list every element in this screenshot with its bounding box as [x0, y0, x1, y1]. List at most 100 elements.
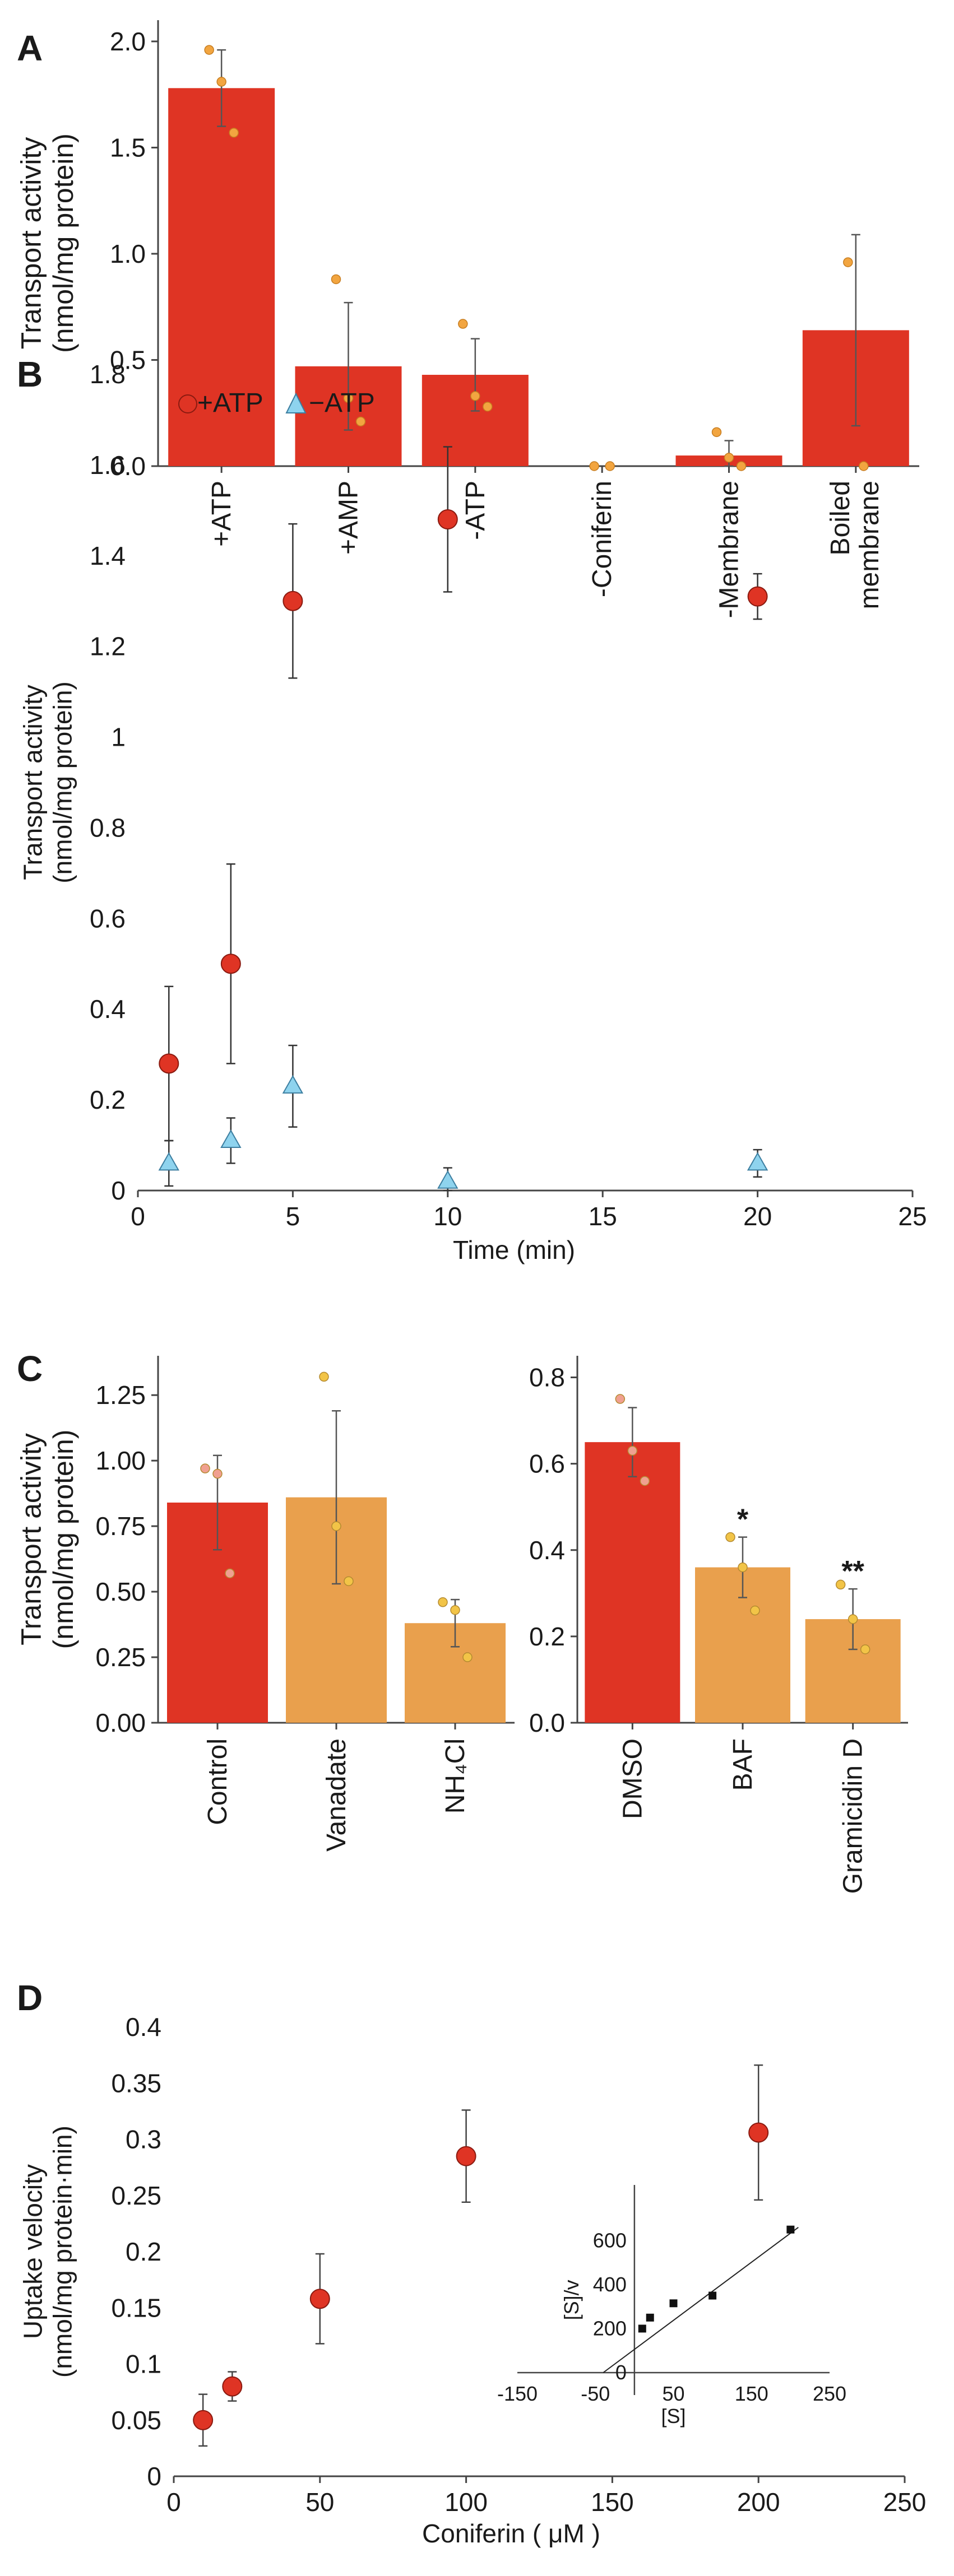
x-tick-label: 50 — [305, 2487, 334, 2517]
data-point — [835, 1579, 846, 1590]
y-tick-label: 0.35 — [111, 2068, 161, 2098]
x-tick-label: 100 — [444, 2487, 488, 2517]
y-tick-label: 0.6 — [90, 904, 126, 933]
data-point — [860, 1644, 870, 1654]
y-tick-label: 0.15 — [111, 2293, 161, 2322]
data-point — [483, 402, 493, 412]
data-point — [344, 1576, 354, 1587]
category-label: membrane — [855, 481, 884, 609]
x-tick-label: 200 — [737, 2487, 780, 2517]
category-label: +AMP — [334, 481, 364, 555]
y-tick-label: 1.4 — [90, 541, 126, 570]
x-tick-label: 0 — [166, 2487, 181, 2517]
category-label: NH₄Cl — [441, 1738, 470, 1814]
data-point-plus-atp — [437, 509, 458, 530]
data-point — [216, 77, 226, 87]
data-point-minus-atp — [282, 1075, 304, 1094]
category-label: Control — [203, 1738, 233, 1825]
inset-y-axis-label: [S]/v — [560, 2280, 583, 2320]
panel-letter-a: A — [17, 28, 43, 68]
y-tick-label: 0.05 — [111, 2406, 161, 2435]
data-point — [200, 1463, 210, 1473]
data-point-plus-atp — [283, 590, 303, 611]
data-point-minus-atp — [220, 1129, 242, 1148]
y-tick-label: 0.4 — [126, 2012, 161, 2042]
inset-x-tick-label: -50 — [581, 2382, 610, 2405]
panel-letter-b: B — [17, 354, 43, 394]
data-point — [355, 416, 366, 427]
inset-data-point — [638, 2324, 646, 2333]
data-point — [438, 1597, 448, 1607]
y-tick-label: 0.25 — [111, 2181, 161, 2210]
data-point — [750, 1605, 760, 1616]
y-axis-label: Transport activity(nmol/mg protein) — [16, 133, 80, 353]
panel-letter-c: C — [17, 1349, 43, 1389]
panel-b-chart: 0 0.2 0.4 0.6 0.8 1 1.2 1.4 1.6 1.8 0 5 10 15 20 25 Time… — [18, 360, 927, 1264]
category-label: -ATP — [461, 481, 490, 540]
y-tick-label: 0.8 — [529, 1363, 565, 1392]
panel-a-chart: 0.0 0.5 1.0 1.5 2.0 Transport activity(nmol/m… — [16, 20, 919, 618]
legend-marker-minus-atp — [285, 392, 307, 413]
y-tick-label: 0.4 — [90, 994, 126, 1024]
y-tick-label: 0 — [147, 2462, 161, 2491]
category-label: DMSO — [618, 1738, 647, 1819]
category-label: -Membrane — [715, 481, 744, 618]
inset-x-tick-label: 250 — [813, 2382, 846, 2405]
inset-y-tick-label: 0 — [615, 2361, 627, 2384]
y-tick-label: 0.00 — [95, 1708, 146, 1737]
legend-label-minus-atp: −ATP — [309, 388, 375, 418]
y-tick-label: 1 — [111, 723, 126, 752]
y-tick-label: 0.2 — [126, 2237, 161, 2266]
data-point-minus-atp — [437, 1170, 459, 1189]
inset-data-point — [669, 2299, 678, 2308]
data-point — [859, 461, 869, 471]
data-point — [331, 1521, 341, 1531]
y-tick-label: 1.00 — [95, 1446, 146, 1475]
data-point — [848, 1614, 858, 1624]
category-label: BAF — [728, 1738, 758, 1791]
data-point-plus-atp — [220, 954, 241, 974]
data-point — [343, 393, 354, 403]
y-tick-label: 0 — [111, 1176, 126, 1205]
y-tick-label: 0.2 — [90, 1085, 126, 1114]
y-tick-label: 0.0 — [529, 1708, 565, 1737]
y-tick-label: 0.4 — [529, 1536, 565, 1565]
y-tick-label: 0.5 — [110, 345, 146, 374]
data-point-plus-atp — [159, 1053, 179, 1074]
data-point — [711, 427, 722, 438]
inset-data-point — [646, 2313, 654, 2322]
x-tick-label: 150 — [591, 2487, 634, 2517]
panel-c-left-chart: 0.00 0.25 0.50 0.75 1.00 1.25 Transport activi… — [16, 1356, 515, 1852]
y-tick-label: 1.5 — [110, 133, 146, 162]
x-tick-label: 5 — [286, 1202, 300, 1231]
y-tick-label: 0.75 — [95, 1512, 146, 1541]
y-tick-label: 2.0 — [110, 27, 146, 56]
data-point — [456, 2146, 476, 2166]
y-axis-label: Transport activity(nmol/mg protein) — [16, 1430, 80, 1649]
inset-fit-line — [603, 2226, 799, 2373]
inset-data-point — [786, 2225, 795, 2234]
data-point-plus-atp — [747, 586, 768, 607]
data-point — [470, 391, 480, 401]
category-label: Gramicidin D — [839, 1738, 868, 1894]
y-tick-label: 0.6 — [529, 1449, 565, 1478]
category-label: Vanadate — [322, 1738, 351, 1852]
x-tick-label: 15 — [589, 1202, 617, 1231]
data-point — [843, 257, 853, 267]
x-axis-label: Coniferin ( μM ) — [422, 2519, 600, 2548]
data-point-minus-atp — [747, 1152, 768, 1171]
y-axis-label: Uptake velocity(nmol/mg protein·min) — [18, 2126, 77, 2378]
data-point — [212, 1468, 223, 1479]
data-point — [319, 1371, 329, 1382]
x-tick-label: 10 — [433, 1202, 462, 1231]
data-point — [589, 461, 599, 471]
inset-y-tick-label: 600 — [593, 2229, 627, 2252]
panel-letter-d: D — [17, 1978, 43, 2018]
x-axis-label: Time (min) — [453, 1235, 575, 1264]
data-point — [462, 1652, 473, 1662]
data-point — [605, 461, 615, 471]
inset-x-tick-label: -150 — [497, 2382, 538, 2405]
data-point-minus-atp — [158, 1152, 179, 1171]
data-point — [615, 1394, 626, 1404]
